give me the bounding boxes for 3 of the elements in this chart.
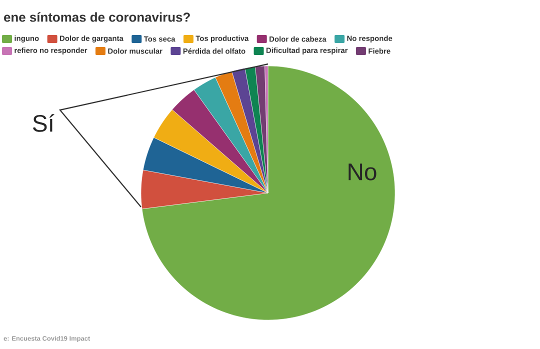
chart-title: ene síntomas de coronavirus? <box>4 12 190 22</box>
text: Sí <box>32 114 54 132</box>
text: No <box>348 164 376 180</box>
